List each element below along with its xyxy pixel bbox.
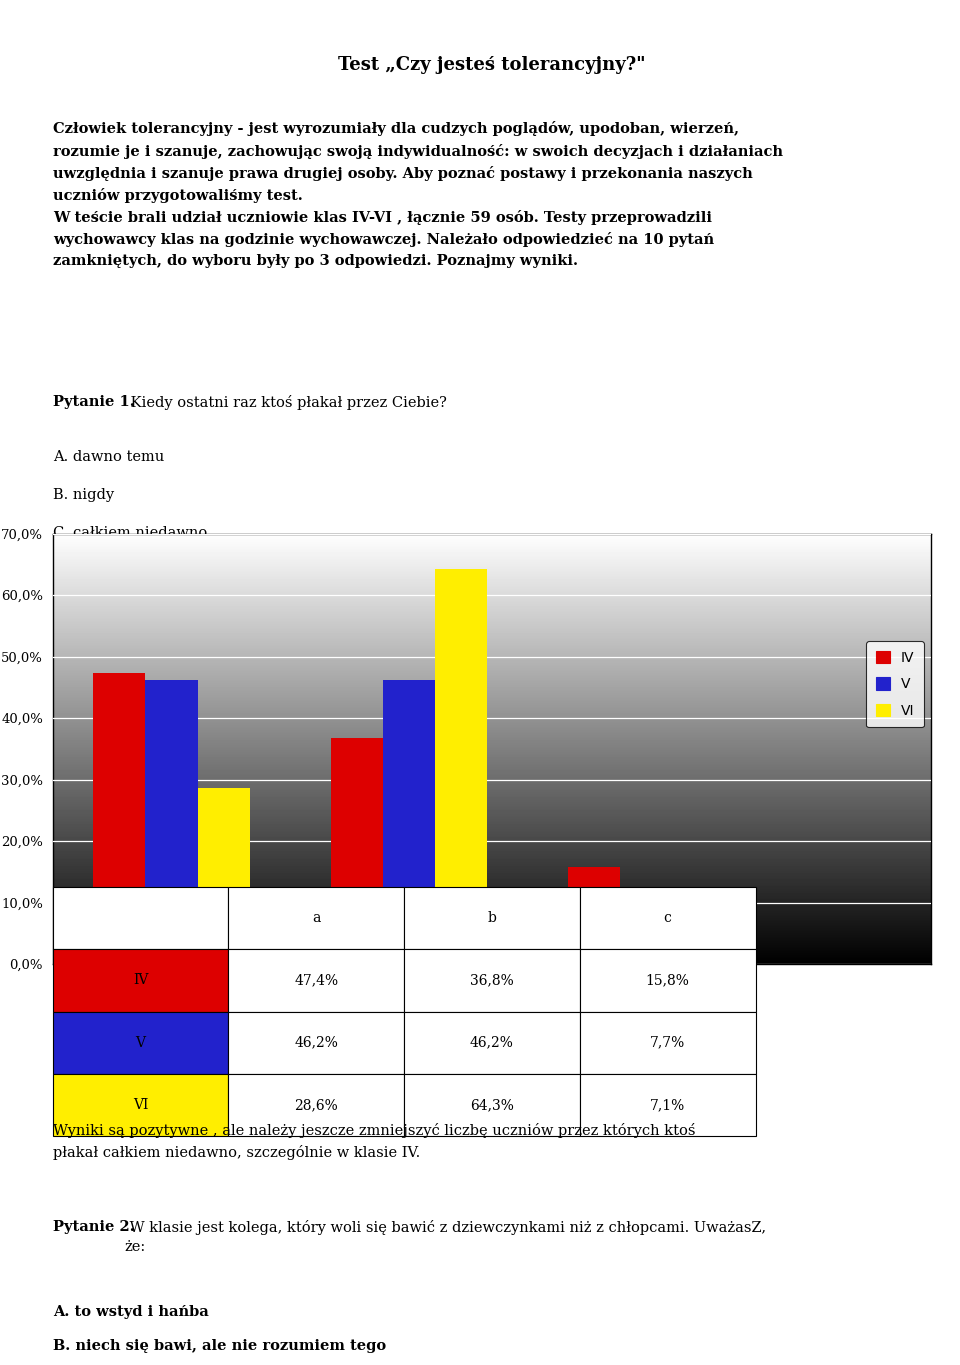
Bar: [145, 680, 198, 964]
Text: B. nigdy: B. nigdy: [53, 489, 114, 502]
Text: Człowiek tolerancyjny - jest wyrozumiały dla cudzych poglądów, upodoban, wierzeń: Człowiek tolerancyjny - jest wyrozumiały…: [53, 121, 782, 268]
Text: A. to wstyd i hańba: A. to wstyd i hańba: [53, 1305, 208, 1319]
Text: A. dawno temu: A. dawno temu: [53, 450, 164, 464]
Text: Pytanie 1.: Pytanie 1.: [53, 396, 134, 410]
Text: C. całkiem niedawno: C. całkiem niedawno: [53, 526, 207, 539]
Text: Test „Czy jesteś tolerancyjny?": Test „Czy jesteś tolerancyjny?": [338, 56, 646, 74]
Bar: [198, 788, 250, 964]
Bar: [330, 737, 383, 964]
Bar: [568, 867, 620, 964]
Bar: [620, 917, 672, 964]
Bar: [93, 673, 145, 964]
Text: B. niech się bawi, ale nie rozumiem tego: B. niech się bawi, ale nie rozumiem tego: [53, 1339, 386, 1353]
Bar: [383, 680, 435, 964]
Bar: [435, 569, 488, 964]
Legend: IV, V, VI: IV, V, VI: [866, 642, 924, 728]
Text: Pytanie 2.: Pytanie 2.: [53, 1220, 134, 1234]
Bar: [672, 920, 725, 964]
Text: Wyniki są pozytywne , ale należy jeszcze zmniejszyć liczbę uczniów przez których: Wyniki są pozytywne , ale należy jeszcze…: [53, 1123, 695, 1160]
Text: W klasie jest kolega, który woli się bawić z dziewczynkami niż z chłopcami. Uważ: W klasie jest kolega, który woli się baw…: [125, 1220, 766, 1254]
Text: Kiedy ostatni raz ktoś płakał przez Ciebie?: Kiedy ostatni raz ktoś płakał przez Cieb…: [126, 396, 446, 411]
